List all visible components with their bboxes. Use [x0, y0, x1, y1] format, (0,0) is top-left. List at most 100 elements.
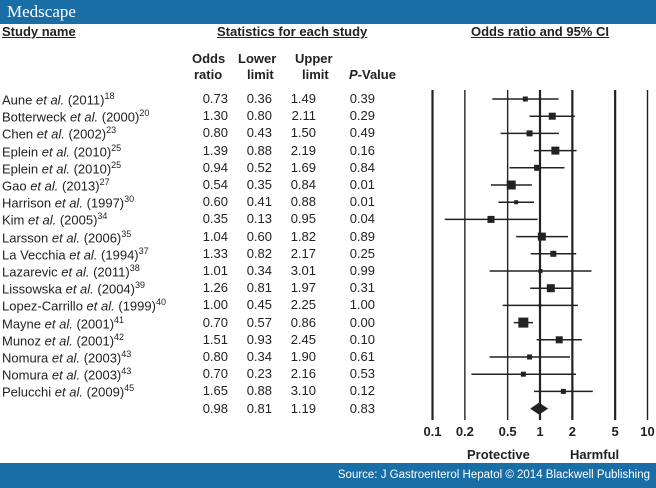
year: (1999): [118, 298, 156, 314]
year: (2003): [83, 350, 122, 366]
tick-label: 0.1: [423, 424, 441, 439]
lower-limit: 0.80: [246, 108, 272, 124]
odds-ratio-marker: [522, 96, 528, 102]
odds-ratio: 0.54: [202, 177, 228, 192]
odds-ratio-marker: [538, 303, 542, 307]
study-name: Mayne et al. (2001)41: [2, 315, 124, 331]
etal: et al.: [30, 178, 59, 194]
p-value: 0.10: [349, 331, 375, 347]
ref: 27: [99, 177, 110, 187]
odds-ratio-marker: [506, 180, 516, 190]
upper-limit: 0.88: [290, 194, 316, 210]
odds-ratio: 0.60: [202, 194, 228, 210]
year: (1994): [101, 247, 139, 263]
lower-limit: 0.36: [246, 91, 272, 106]
author: Kim: [2, 212, 25, 228]
ref: 45: [124, 383, 135, 394]
odds-ratio: 1.01: [202, 263, 228, 278]
odds-ratio-marker: [537, 232, 546, 241]
col-lower-1: Lower: [238, 51, 277, 66]
lower-limit: 0.82: [246, 245, 272, 261]
p-value: 0.12: [349, 383, 375, 399]
study-name: La Vecchia et al. (1994)37: [2, 246, 149, 262]
source-credit: Source: J Gastroenterol Hepatol © 2014 B…: [337, 469, 650, 481]
etal: et al.: [54, 384, 83, 400]
upper-limit: 3.10: [290, 383, 316, 399]
year: (2006): [83, 229, 122, 245]
author: Harrison: [2, 195, 52, 211]
author: Nomura: [2, 350, 49, 366]
col-upper-1: Upper: [295, 51, 333, 66]
ref: 18: [104, 91, 115, 101]
odds-ratio-marker: [550, 250, 557, 257]
odds-ratio-marker: [555, 336, 563, 344]
author: Munoz: [2, 333, 42, 349]
tick-label: 5: [612, 424, 619, 439]
p-value: 0.89: [349, 228, 375, 244]
odds-ratio-marker: [526, 130, 533, 137]
upper-limit: 1.82: [290, 228, 316, 244]
odds-ratio: 1.00: [202, 297, 228, 313]
lower-limit: 0.34: [246, 263, 272, 278]
medscape-logo: Medscape: [7, 2, 76, 21]
etal: et al.: [44, 315, 73, 331]
year: (1997): [86, 195, 125, 211]
etal: et al.: [44, 333, 73, 349]
lower-limit: 0.57: [246, 314, 272, 330]
summary-or: 0.98: [202, 400, 228, 416]
year: (2003): [83, 367, 122, 383]
p-value: 0.84: [349, 159, 375, 175]
ref: 25: [111, 142, 122, 153]
study-name: Munoz et al. (2001)42: [2, 332, 124, 348]
study-name: Harrison et al. (1997)30: [2, 194, 134, 210]
author: Chen: [2, 126, 34, 142]
p-italic: P: [349, 67, 358, 82]
tick-label: 0.2: [456, 424, 474, 439]
odds-ratio-marker: [548, 112, 556, 120]
ref: 39: [134, 280, 145, 291]
ref: 43: [121, 349, 132, 359]
p-value: 0.01: [349, 194, 375, 210]
etal: et al.: [86, 298, 115, 314]
odds-ratio: 1.51: [202, 331, 228, 347]
upper-limit: 1.49: [290, 91, 316, 106]
year: (2005): [59, 212, 98, 228]
ref: 25: [111, 159, 122, 170]
p-value: 0.16: [349, 142, 375, 158]
lower-limit: 0.52: [246, 159, 272, 175]
summary-p: 0.83: [349, 400, 375, 416]
etal: et al.: [69, 247, 98, 263]
upper-limit: 0.84: [290, 177, 316, 192]
upper-limit: 2.16: [290, 366, 316, 382]
year: (2001): [76, 333, 115, 349]
ref: 34: [97, 211, 108, 222]
etal: et al.: [51, 350, 81, 366]
tick-label: 10: [640, 424, 654, 439]
ref: 37: [138, 245, 149, 256]
study-name: Aune et al. (2011)18: [2, 91, 114, 107]
ref: 23: [106, 125, 117, 136]
year: (2011): [93, 264, 130, 280]
upper-limit: 2.19: [290, 142, 316, 158]
odds-ratio-marker: [514, 200, 519, 205]
odds-ratio: 1.65: [202, 383, 228, 399]
label-protective: Protective: [467, 447, 530, 462]
year: (2010): [73, 161, 112, 177]
study-name: Larsson et al. (2006)35: [2, 229, 131, 245]
lower-limit: 0.45: [246, 297, 272, 313]
label-harmful: Harmful: [570, 447, 620, 462]
lower-limit: 0.88: [246, 142, 272, 158]
upper-limit: 2.11: [291, 108, 316, 124]
etal: et al.: [36, 92, 65, 108]
odds-ratio-marker: [487, 215, 495, 223]
etal: et al.: [65, 281, 94, 297]
etal: et al.: [51, 229, 81, 245]
etal: et al.: [41, 161, 70, 177]
lower-limit: 0.60: [246, 228, 272, 244]
lower-limit: 0.93: [246, 331, 272, 347]
odds-ratio-marker: [527, 354, 533, 360]
odds-ratio-marker: [518, 317, 529, 328]
odds-ratio-marker: [551, 146, 560, 155]
ref: 38: [129, 263, 140, 273]
upper-limit: 2.17: [290, 245, 316, 261]
